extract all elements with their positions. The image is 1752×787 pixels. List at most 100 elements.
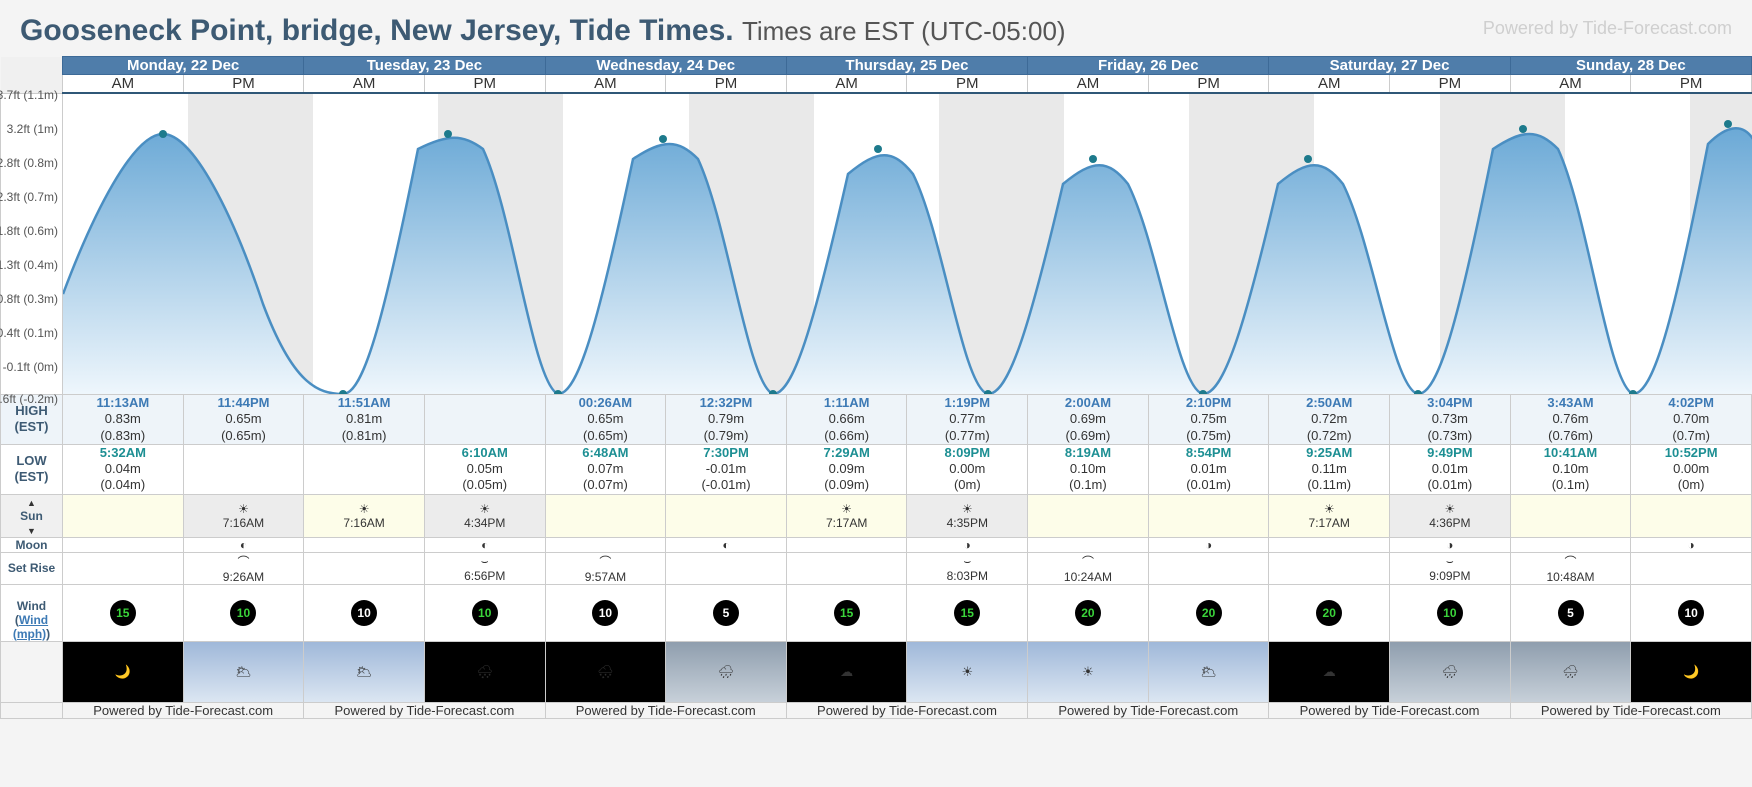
ampm-4-0: AM xyxy=(1028,75,1149,94)
moon-3-pm: ◑ xyxy=(907,537,1028,552)
ampm-row: AM PM AM PM AM PM AM PM AM PM AM PM AM P… xyxy=(1,75,1752,94)
wind-badge-icon: 10 xyxy=(351,600,377,626)
moon-row: Moon ◐ ◐ ◐ ◑ ◑ ◑ ◑ xyxy=(1,537,1752,552)
low-6-pm: 10:52PM 0.00m (0m) xyxy=(1631,444,1752,494)
low-4-am: 8:19AM 0.10m (0.1m) xyxy=(1028,444,1149,494)
sun-5-pm: ☀ 4:36PM xyxy=(1390,494,1511,537)
wind-badge-icon: 10 xyxy=(472,600,498,626)
moonset-icon: ⌒ xyxy=(1565,553,1577,570)
sun-3-am: ☀ 7:17AM xyxy=(786,494,907,537)
weather-5-0: ☁ xyxy=(1269,641,1390,702)
footer-row: Powered by Tide-Forecast.com Powered by … xyxy=(1,702,1752,718)
wind-badge-icon: 20 xyxy=(1196,600,1222,626)
sun-sort-toggle[interactable]: ▲ xyxy=(27,498,36,508)
setrise-3-pm: ⌣ 8:03PM xyxy=(907,552,1028,584)
high-row: HIGH (EST) 11:13AM 0.83m (0.83m) 11:44PM 0.… xyxy=(1,395,1752,445)
weather-2-1: 🌧 xyxy=(666,641,787,702)
high-3-am: 1:11AM 0.66m (0.66m) xyxy=(786,395,907,445)
wind-badge-icon: 20 xyxy=(1075,600,1101,626)
low-row-label: LOW (EST) xyxy=(1,444,63,494)
sun-sort-toggle-down[interactable]: ▼ xyxy=(27,526,36,536)
powered-by-1: Powered by Tide-Forecast.com xyxy=(63,702,304,718)
sunrise-icon: ☀ xyxy=(1324,502,1335,516)
wind-badge-icon: 15 xyxy=(954,600,980,626)
moonrise-icon: ⌣ xyxy=(481,554,489,569)
weather-4-1: 🌥 xyxy=(1148,641,1269,702)
weather-2-0: 🌨 xyxy=(545,641,666,702)
y-tick-6: 0.8ft (0.3m) xyxy=(0,292,58,306)
day-label-6: Sunday, 28 Dec xyxy=(1510,57,1751,75)
moon-1-pm: ◐ xyxy=(424,537,545,552)
powered-by-4: Powered by Tide-Forecast.com xyxy=(786,702,1027,718)
high-5-pm: 3:04PM 0.73m (0.73m) xyxy=(1390,395,1511,445)
moon-0-pm: ◐ xyxy=(183,537,304,552)
wind-5-pm: 10 xyxy=(1390,584,1511,641)
wind-0-pm: 10 xyxy=(183,584,304,641)
low-4-pm: 8:54PM 0.01m (0.01m) xyxy=(1148,444,1269,494)
sun-5-am: ☀ 7:17AM xyxy=(1269,494,1390,537)
moon-row-label: Moon xyxy=(1,537,63,552)
sun-6-pm xyxy=(1631,494,1752,537)
moonrise-icon: ⌣ xyxy=(963,554,971,569)
night-clear-icon: 🌙 xyxy=(1631,642,1751,702)
y-tick-3: 2.3ft (0.7m) xyxy=(0,190,58,204)
partly-cloudy-sun-icon: 🌥 xyxy=(1149,642,1269,702)
powered-by-top: Powered by Tide-Forecast.com xyxy=(1483,18,1732,39)
setrise-row: Set Rise ⌒ 9:26AM ⌣ 6:56PM ⌒ 9:57AM ⌣ 8:03PM… xyxy=(1,552,1752,584)
sunrise-icon: ☀ xyxy=(359,502,370,516)
moon-4-pm: ◑ xyxy=(1148,537,1269,552)
wind-badge-icon: 15 xyxy=(834,600,860,626)
tide-table: Monday, 22 Dec Tuesday, 23 Dec Wednesday… xyxy=(0,56,1752,719)
weather-row: 🌙 🌥 🌥 🌨 🌨 🌧 ☁ ☀ ☀ 🌥 ☁ 🌧 🌧 🌙 xyxy=(1,641,1752,702)
moon-phase-icon: ◑ xyxy=(1446,538,1453,552)
wind-badge-icon: 10 xyxy=(1678,600,1704,626)
y-tick-9: 0.6ft (-0.2m) xyxy=(0,392,58,406)
setrise-1-pm: ⌣ 6:56PM xyxy=(424,552,545,584)
moon-clear-icon: 🌙 xyxy=(63,642,183,702)
y-tick-5: 1.3ft (0.4m) xyxy=(0,258,58,272)
powered-by-3: Powered by Tide-Forecast.com xyxy=(545,702,786,718)
weather-6-1: 🌙 xyxy=(1631,641,1752,702)
setrise-2-pm xyxy=(666,552,787,584)
mph-link[interactable]: Wind (mph) xyxy=(13,613,48,641)
low-6-am: 10:41AM 0.10m (0.1m) xyxy=(1510,444,1631,494)
cloudy-icon: ☁ xyxy=(1269,642,1389,702)
wind-row-label: Wind (Wind (mph)) xyxy=(1,584,63,641)
high-4-am: 2:00AM 0.69m (0.69m) xyxy=(1028,395,1149,445)
y-tick-0: 3.7ft (1.1m) xyxy=(0,88,58,102)
setrise-3-am xyxy=(786,552,907,584)
ampm-5-1: PM xyxy=(1390,75,1511,94)
moon-4-am xyxy=(1028,537,1149,552)
sun-1-am: ☀ 7:16AM xyxy=(304,494,425,537)
low-0-pm xyxy=(183,444,304,494)
cloudy-rain-icon: 🌧 xyxy=(1511,642,1631,702)
high-0-pm: 11:44PM 0.65m (0.65m) xyxy=(183,395,304,445)
day-label-0: Monday, 22 Dec xyxy=(63,57,304,75)
low-0-am: 5:32AM 0.04m (0.04m) xyxy=(63,444,184,494)
page-header: Gooseneck Point, bridge, New Jersey, Tid… xyxy=(0,0,1752,56)
setrise-row-label: Set Rise xyxy=(1,552,63,584)
day-label-4: Friday, 26 Dec xyxy=(1028,57,1269,75)
sun-2-am xyxy=(545,494,666,537)
high-1-pm xyxy=(424,395,545,445)
high-2-am: 00:26AM 0.65m (0.65m) xyxy=(545,395,666,445)
ampm-1-1: PM xyxy=(424,75,545,94)
low-2-pm: 7:30PM -0.01m (-0.01m) xyxy=(666,444,787,494)
cloudy-snow-icon: 🌨 xyxy=(546,642,666,702)
low-1-pm: 6:10AM 0.05m (0.05m) xyxy=(424,444,545,494)
wind-5-am: 20 xyxy=(1269,584,1390,641)
tide-chart-row: 3.7ft (1.1m) 3.2ft (1m) 2.8ft (0.8m) 2.3… xyxy=(1,93,1752,395)
ampm-5-0: AM xyxy=(1269,75,1390,94)
tide-curve-chart xyxy=(63,94,1752,394)
sunrise-icon: ☀ xyxy=(841,502,852,516)
day-label-5: Saturday, 27 Dec xyxy=(1269,57,1510,75)
setrise-1-am xyxy=(304,552,425,584)
moon-phase-icon: ◐ xyxy=(240,538,247,552)
setrise-4-am: ⌒ 10:24AM xyxy=(1028,552,1149,584)
cloudy-rain-icon: 🌧 xyxy=(1390,642,1510,702)
sun-4-am xyxy=(1028,494,1149,537)
day-label-1: Tuesday, 23 Dec xyxy=(304,57,545,75)
low-5-pm: 9:49PM 0.01m (0.01m) xyxy=(1390,444,1511,494)
moon-phase-icon: ◑ xyxy=(964,538,971,552)
sunset-icon: ☀ xyxy=(962,502,973,516)
